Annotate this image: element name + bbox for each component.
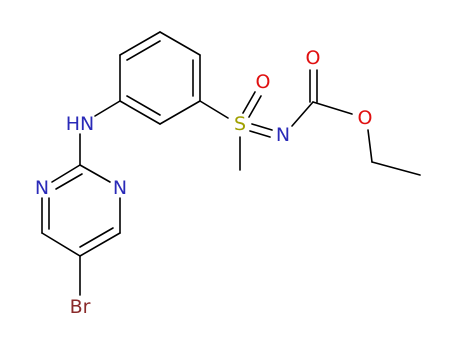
atom-label: O	[358, 107, 373, 129]
atom-label: N	[113, 177, 127, 199]
atom-label: N	[276, 124, 290, 146]
atom-label: O	[306, 47, 321, 69]
atom-label: S	[234, 113, 246, 135]
atom-label: HN	[66, 113, 95, 135]
atom-label: Br	[70, 296, 91, 318]
atom-label: N	[35, 177, 49, 199]
atom-labels: HN N N Br S O N O O	[35, 47, 373, 318]
bonds	[41, 31, 421, 296]
atom-label: O	[256, 71, 271, 93]
